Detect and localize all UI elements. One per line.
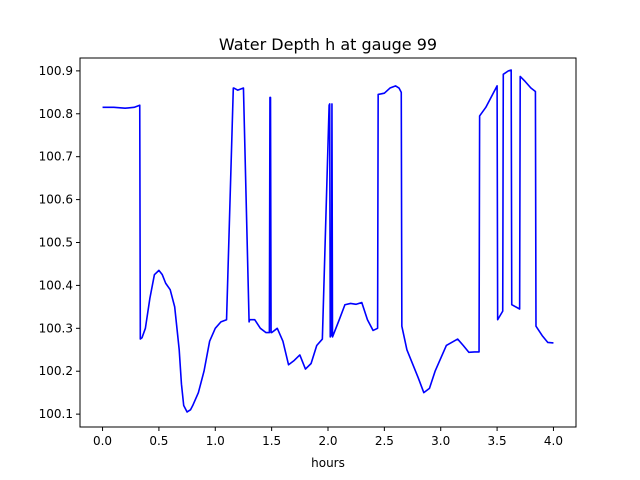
y-tick-label: 100.2 [39, 364, 73, 378]
x-tick-label: 3.5 [488, 434, 507, 448]
y-tick-label: 100.6 [39, 193, 73, 207]
y-tick-label: 100.5 [39, 236, 73, 250]
x-tick-label: 1.0 [206, 434, 225, 448]
axes: 0.0 0.5 1.0 1.5 2.0 2.5 3.0 3.5 4.0 100.1 100.2 100… [39, 57, 577, 448]
x-tick-label: 2.5 [375, 434, 394, 448]
axes-frame [79, 57, 577, 428]
x-tick-label: 3.0 [431, 434, 450, 448]
plot-area [102, 69, 554, 413]
y-tick-label: 100.9 [39, 64, 73, 78]
y-tick-label: 100.3 [39, 321, 73, 335]
x-tick-label: 4.0 [544, 434, 563, 448]
y-tick-label: 100.4 [39, 278, 73, 292]
y-tick-label: 100.1 [39, 407, 73, 421]
x-tick-label: 0.0 [93, 434, 112, 448]
chart-title: Water Depth h at gauge 99 [219, 35, 437, 54]
y-tick-label: 100.7 [39, 150, 73, 164]
x-tick-label: 1.5 [262, 434, 281, 448]
series-line-0 [102, 69, 554, 413]
x-axis-label: hours [311, 456, 345, 470]
x-tick-label: 2.0 [318, 434, 337, 448]
y-tick-label: 100.8 [39, 107, 73, 121]
x-tick-label: 0.5 [149, 434, 168, 448]
